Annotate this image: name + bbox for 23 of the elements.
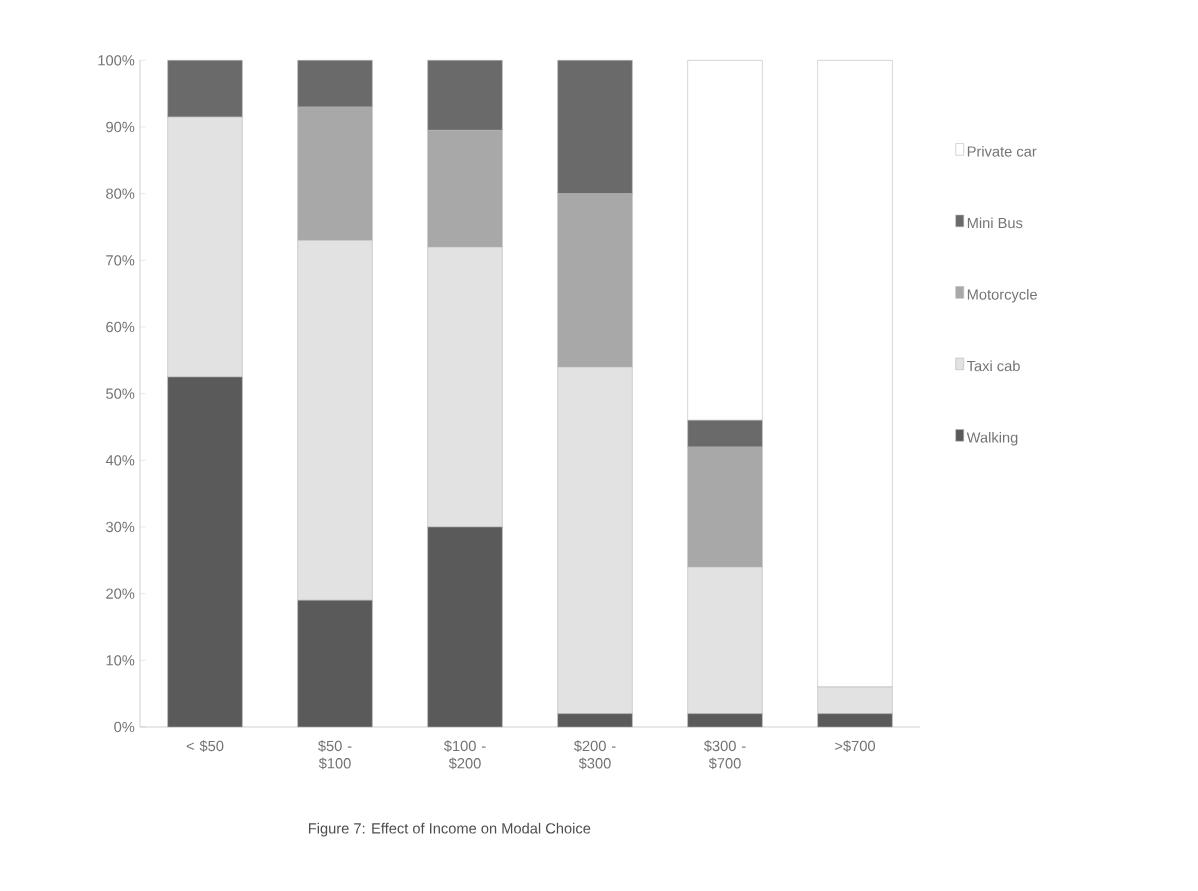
caption: Figure 7: Effect of Income on Modal Choice: [308, 822, 591, 837]
y-tick-label: 40%: [105, 455, 135, 466]
y-tick-label: 30%: [106, 521, 135, 533]
y-tick-label: 90%: [106, 121, 135, 133]
y-tick-label: 0%: [114, 721, 135, 733]
y-tick-label: 20%: [106, 588, 135, 599]
y-tick-label: 100%: [98, 55, 135, 66]
x-tick-label: $300 - $700: [703, 740, 746, 770]
y-tick-label: 50%: [106, 388, 135, 399]
x-tick-label: $200 - $300: [573, 740, 616, 770]
legend-label: Private car: [967, 145, 1037, 157]
y-tick-label: 60%: [106, 321, 135, 333]
legend-label: Taxi cab: [967, 360, 1020, 372]
legend-label: Motorcycle: [967, 288, 1037, 303]
x-tick-label: >$700: [835, 740, 875, 753]
legend-label: Mini Bus: [967, 217, 1023, 229]
legend-label: Walking: [966, 431, 1018, 446]
x-tick-label: $100 - $200: [443, 740, 486, 770]
x-tick-label: < $50: [186, 740, 224, 753]
y-tick-label: 70%: [106, 255, 135, 266]
x-tick-label: $50 - $100: [318, 740, 352, 770]
y-tick-label: 80%: [106, 188, 135, 199]
y-tick-label: 10%: [106, 655, 135, 666]
